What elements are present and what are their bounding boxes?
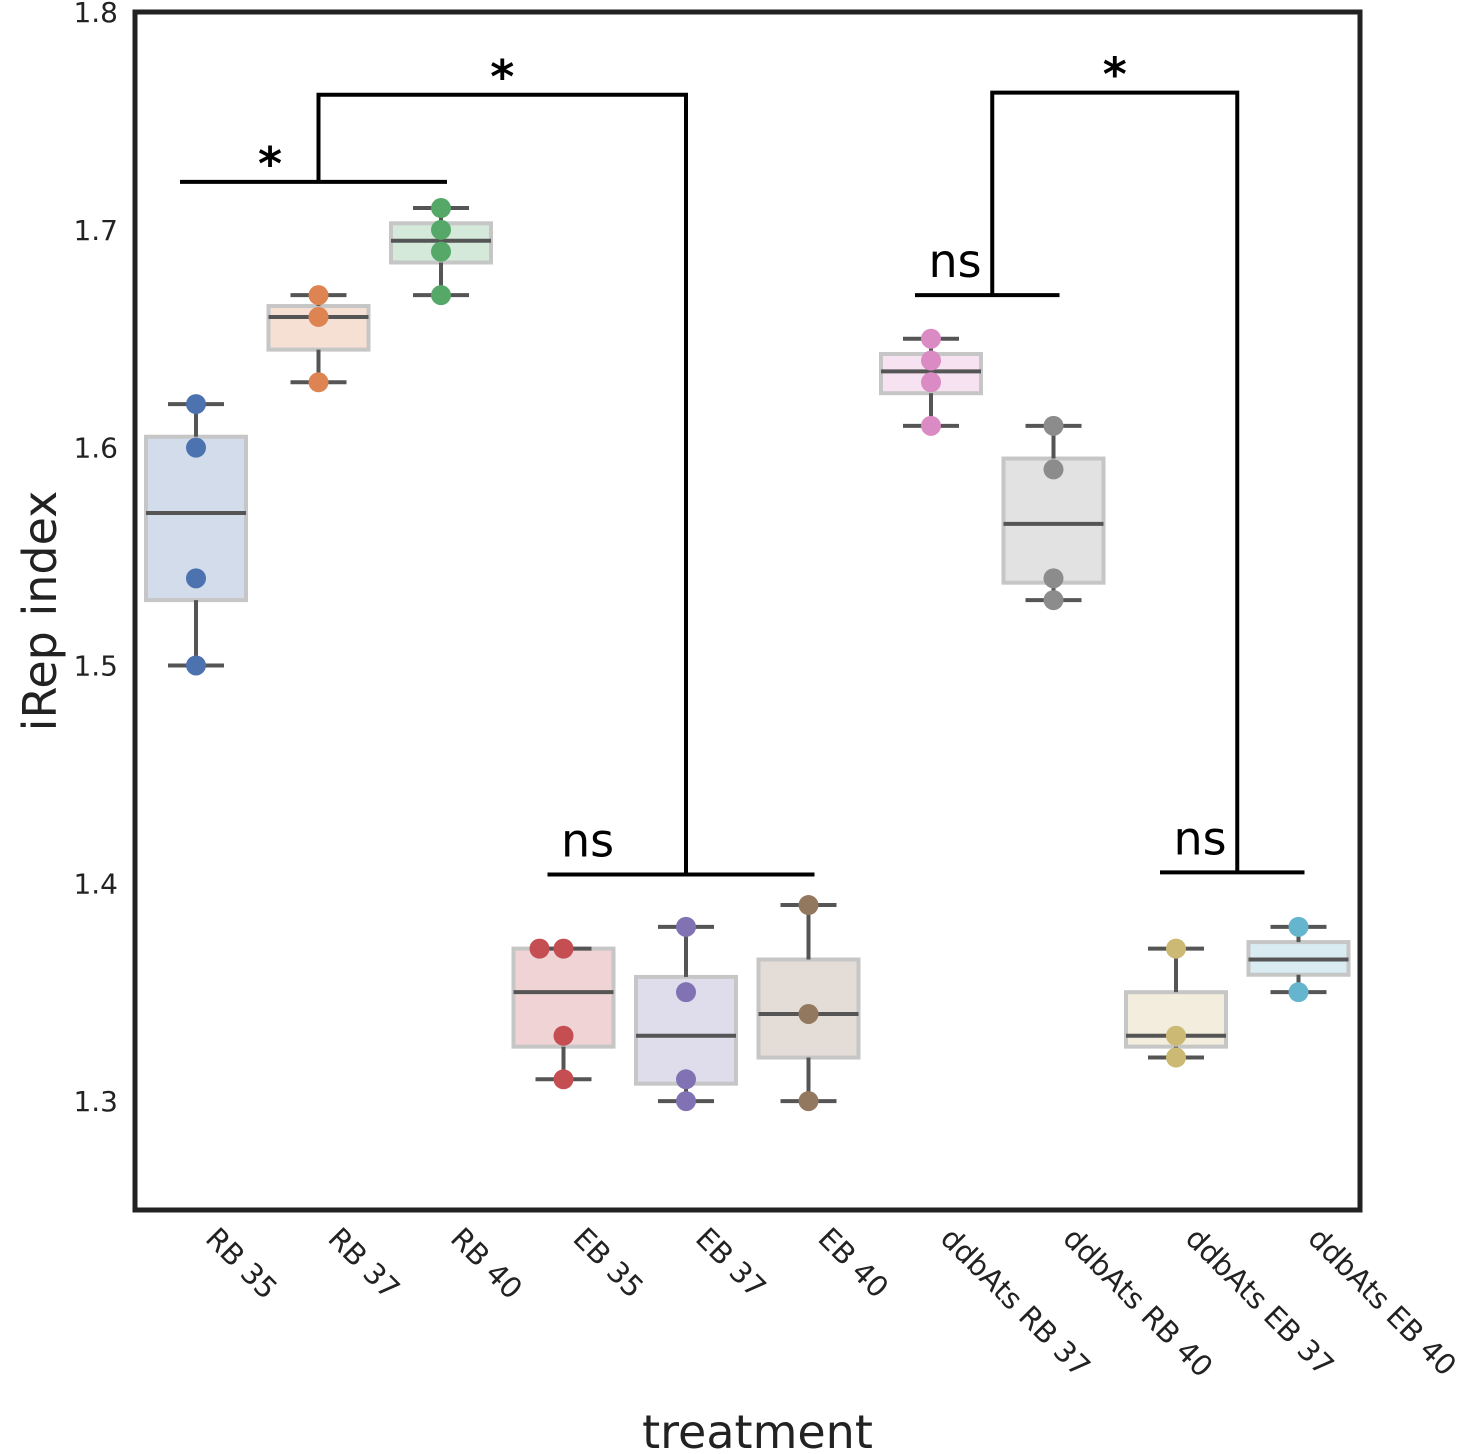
data-point xyxy=(676,1091,696,1112)
y-tick-label: 1.5 xyxy=(73,649,118,682)
significance-layer: * ns * ns ns * xyxy=(180,48,1305,877)
box-group xyxy=(634,916,738,1112)
x-tick-label: EB 40 xyxy=(812,1221,896,1305)
x-tick-label: RB 40 xyxy=(444,1221,529,1306)
data-point xyxy=(676,1069,696,1090)
data-point xyxy=(1166,1047,1186,1068)
x-axis: RB 35 RB 37 RB 40 EB 35 EB 37 EB 40 ddbAts RB … xyxy=(199,1221,1462,1384)
data-point xyxy=(1043,590,1064,611)
data-point xyxy=(1288,916,1309,937)
box-group xyxy=(879,328,983,436)
significance-label: * xyxy=(258,137,282,191)
y-tick-label: 1.8 xyxy=(73,0,118,29)
significance-label: ns xyxy=(1173,811,1226,865)
x-tick-label: RB 35 xyxy=(199,1221,284,1306)
plot-frame xyxy=(132,9,1363,1213)
significance-bracket: ns xyxy=(547,814,815,877)
data-point xyxy=(308,372,329,393)
boxes-layer xyxy=(144,198,1351,1112)
significance-label: * xyxy=(1103,48,1127,102)
data-point xyxy=(553,938,574,959)
significance-label: * xyxy=(490,50,514,104)
data-point xyxy=(798,1091,819,1112)
y-tick-label: 1.4 xyxy=(73,867,118,900)
data-point xyxy=(1166,938,1186,959)
y-axis-title: iRep index xyxy=(13,491,67,732)
x-tick-label: RB 37 xyxy=(322,1221,407,1306)
box-group xyxy=(1124,938,1228,1068)
data-point xyxy=(308,285,329,306)
data-point xyxy=(1166,1025,1186,1046)
significance-bracket: * xyxy=(316,50,688,875)
x-axis-title: treatment xyxy=(642,1405,873,1454)
box-group xyxy=(756,895,861,1112)
y-tick-label: 1.3 xyxy=(73,1085,118,1118)
data-point xyxy=(186,655,206,676)
significance-bracket: ns xyxy=(915,234,1060,298)
significance-bracket: * xyxy=(990,48,1240,873)
data-point xyxy=(186,437,206,458)
y-tick-label: 1.6 xyxy=(73,432,118,465)
data-point xyxy=(553,1025,574,1046)
data-point xyxy=(186,568,206,589)
data-point xyxy=(308,306,329,327)
box-group xyxy=(144,394,248,676)
significance-label: ns xyxy=(561,814,614,868)
data-point xyxy=(186,394,206,415)
data-point xyxy=(676,916,696,937)
data-point xyxy=(1043,415,1064,436)
data-point xyxy=(921,415,941,436)
box-group xyxy=(511,938,616,1090)
significance-bracket: ns xyxy=(1160,811,1305,875)
data-point xyxy=(1043,459,1064,480)
data-point xyxy=(553,1069,574,1090)
data-point xyxy=(431,285,451,306)
box-group xyxy=(389,198,493,306)
y-axis: 1.3 1.4 1.5 1.6 1.7 1.8 xyxy=(73,0,118,1118)
bracket-connector xyxy=(316,92,688,875)
bracket-connector xyxy=(990,90,1240,873)
data-point xyxy=(798,895,819,916)
data-point xyxy=(798,1003,819,1024)
y-tick-label: 1.7 xyxy=(73,214,118,247)
box-group xyxy=(1246,916,1351,1003)
data-point xyxy=(921,350,941,371)
data-point xyxy=(529,938,550,959)
data-point xyxy=(921,328,941,349)
box-group xyxy=(1001,415,1106,611)
significance-label: ns xyxy=(928,234,981,288)
data-point xyxy=(431,241,451,262)
x-tick-label: EB 37 xyxy=(689,1221,773,1305)
data-point xyxy=(431,198,451,219)
significance-bracket: * xyxy=(180,137,447,191)
data-point xyxy=(1043,568,1064,589)
x-tick-label: EB 35 xyxy=(567,1221,651,1305)
data-point xyxy=(1288,982,1309,1003)
data-point xyxy=(921,372,941,393)
data-point xyxy=(676,982,696,1003)
box-body xyxy=(266,304,371,352)
data-point xyxy=(431,219,451,240)
box-group xyxy=(266,285,371,393)
